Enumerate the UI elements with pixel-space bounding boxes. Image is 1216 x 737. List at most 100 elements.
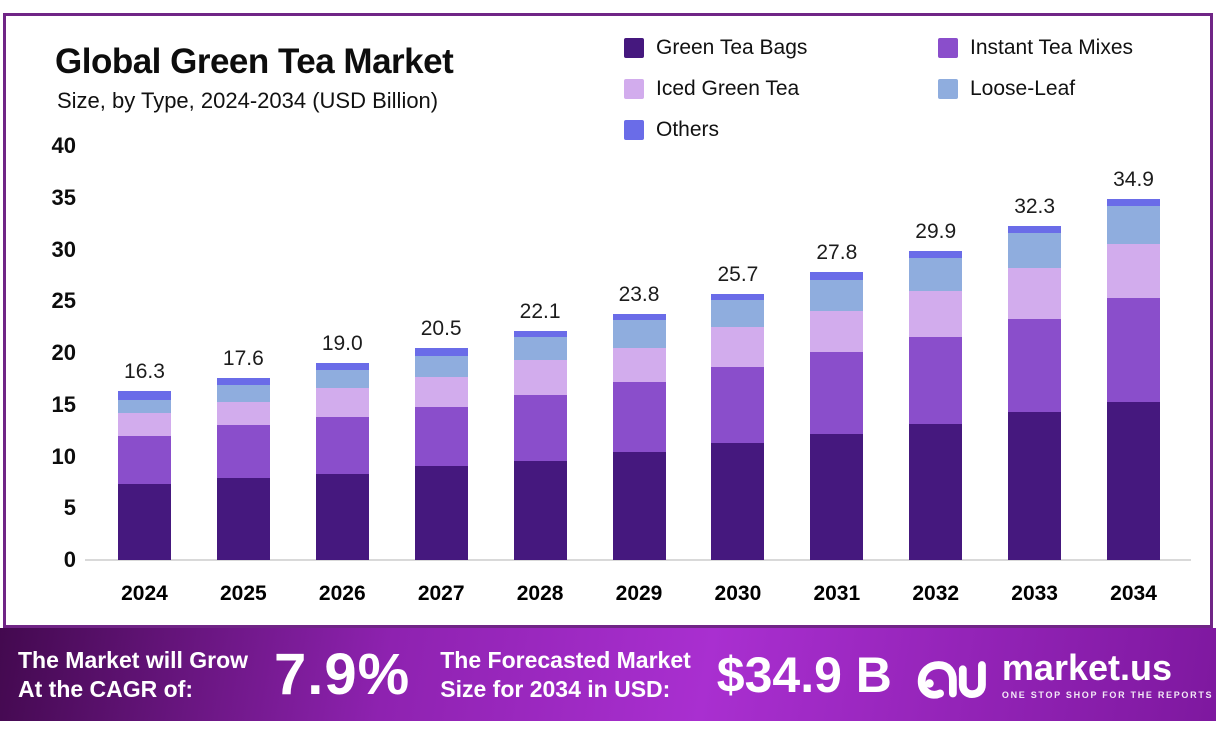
bar-2028 (513, 331, 567, 560)
bar-segment-2027-others (414, 347, 468, 357)
legend-swatch-instant-tea-mixes (938, 37, 958, 58)
cagr-label-line1: The Market will Grow (18, 647, 249, 674)
bar-total-label-2030: 25.7 (717, 263, 759, 286)
legend-item-loose-leaf: Loose-Leaf (938, 68, 1133, 109)
x-axis-baseline (85, 559, 1191, 561)
bar-segment-2033-others (1008, 225, 1062, 233)
bar-2034 (1107, 198, 1161, 560)
brand-name: market.us (1001, 646, 1172, 688)
bar-segment-2034-others (1107, 198, 1161, 207)
bar-2024 (117, 391, 171, 560)
x-axis-label-2026: 2026 (318, 582, 366, 605)
forecast-label-line1: The Forecasted Market (440, 647, 691, 674)
bar-segment-2029-green-tea-bags (612, 452, 666, 560)
bar-total-label-2025: 17.6 (222, 346, 264, 370)
x-axis-label-2033: 2033 (1011, 582, 1058, 605)
forecast-label: The Forecasted Market Size for 2034 in U… (440, 646, 691, 702)
bar-segment-2032-instant-tea-mixes (909, 337, 963, 425)
y-axis-tick-25: 25 (51, 288, 76, 314)
bar-segment-2032-loose-leaf (909, 257, 963, 291)
x-axis-label-2032: 2032 (912, 582, 960, 605)
bar-total-label-2029: 23.8 (618, 282, 660, 306)
bar-segment-2028-loose-leaf (513, 337, 567, 361)
bar-segment-2031-iced-green-tea (810, 310, 864, 352)
x-axis-label-2027: 2027 (417, 582, 465, 605)
bar-segment-2031-green-tea-bags (810, 433, 864, 560)
legend-label: Others (656, 117, 720, 141)
bar-total-label-2028: 22.1 (519, 300, 561, 324)
cagr-value: 7.9% (274, 642, 411, 707)
bar-total-label-2031: 27.8 (816, 241, 858, 265)
bar-2032 (909, 250, 963, 560)
legend-swatch-iced-green-tea (624, 78, 644, 99)
legend-label: Instant Tea Mixes (970, 35, 1134, 59)
y-axis-tick-10: 10 (51, 443, 76, 469)
x-axis-label-2029: 2029 (615, 582, 663, 605)
x-axis-label-2024: 2024 (121, 582, 168, 605)
bar-segment-2031-loose-leaf (810, 279, 864, 311)
bar-total-label-2034: 34.9 (1113, 167, 1154, 191)
y-axis-tick-30: 30 (51, 236, 76, 262)
legend-label: Iced Green Tea (656, 76, 800, 100)
bar-segment-2031-instant-tea-mixes (810, 351, 864, 434)
bar-2027 (414, 347, 468, 560)
x-axis-label-2025: 2025 (220, 582, 267, 605)
bar-segment-2025-instant-tea-mixes (216, 425, 270, 479)
bar-segment-2027-iced-green-tea (414, 376, 468, 407)
bar-segment-2030-loose-leaf (711, 300, 765, 328)
bar-segment-2030-iced-green-tea (711, 327, 765, 368)
bar-2030 (711, 294, 765, 560)
bar-segment-2031-others (810, 272, 864, 280)
legend-item-iced-green-tea: Iced Green Tea (624, 68, 938, 109)
y-axis-tick-0: 0 (63, 547, 76, 572)
bar-segment-2033-green-tea-bags (1008, 411, 1062, 560)
bar-segment-2033-iced-green-tea (1008, 268, 1062, 319)
bar-segment-2025-others (216, 377, 270, 386)
bar-2033 (1008, 225, 1062, 560)
market-us-logo: market.us ONE STOP SHOP FOR THE REPORTS (916, 644, 1213, 706)
legend-swatch-loose-leaf (938, 78, 958, 99)
legend-item-others: Others (624, 109, 938, 150)
bar-segment-2024-instant-tea-mixes (117, 435, 171, 485)
forecast-value: $34.9 B (716, 646, 892, 703)
bar-segment-2032-others (909, 250, 963, 258)
bar-segment-2030-instant-tea-mixes (711, 367, 765, 444)
forecast-label-line2: Size for 2034 in USD: (440, 675, 671, 702)
bar-total-label-2026: 19.0 (321, 332, 363, 356)
bar-segment-2034-instant-tea-mixes (1107, 298, 1161, 402)
bar-total-label-2032: 29.9 (915, 219, 957, 243)
bar-segment-2027-instant-tea-mixes (414, 406, 468, 466)
bar-segment-2024-iced-green-tea (117, 413, 171, 436)
page-subtitle: Size, by Type, 2024-2034 (USD Billion) (57, 88, 439, 113)
legend-item-green-tea-bags: Green Tea Bags (624, 27, 938, 68)
bar-segment-2030-others (711, 294, 765, 301)
legend-label: Green Tea Bags (656, 35, 808, 59)
bar-total-label-2027: 20.5 (420, 316, 462, 340)
page-title: Global Green Tea Market (55, 42, 454, 81)
bar-segment-2026-instant-tea-mixes (315, 417, 369, 475)
bar-segment-2026-iced-green-tea (315, 388, 369, 418)
bar-segment-2028-green-tea-bags (513, 460, 567, 560)
y-axis-tick-40: 40 (51, 133, 76, 158)
bar-segment-2032-iced-green-tea (909, 290, 963, 338)
bar-segment-2030-green-tea-bags (711, 443, 765, 560)
bar-segment-2024-green-tea-bags (117, 484, 171, 560)
bar-2029 (612, 313, 666, 560)
bar-segment-2025-iced-green-tea (216, 401, 270, 426)
bar-segment-2024-loose-leaf (117, 399, 171, 413)
bar-segment-2034-loose-leaf (1107, 206, 1161, 245)
bar-2026 (315, 363, 369, 560)
brand-tagline: ONE STOP SHOP FOR THE REPORTS (1001, 689, 1214, 700)
x-axis-label-2034: 2034 (1110, 582, 1157, 605)
bar-segment-2029-iced-green-tea (612, 347, 666, 382)
cagr-label: The Market will Grow At the CAGR of: (18, 646, 248, 702)
bar-segment-2028-instant-tea-mixes (513, 395, 567, 461)
bar-segment-2029-others (612, 313, 666, 320)
legend-item-instant-tea-mixes: Instant Tea Mixes (938, 27, 1133, 68)
bar-segment-2025-loose-leaf (216, 385, 270, 402)
x-axis-label-2031: 2031 (813, 582, 861, 605)
bar-segment-2029-loose-leaf (612, 319, 666, 348)
chart-legend: Green Tea Bags Iced Green Tea Others Instan… (624, 27, 1133, 150)
bar-total-label-2024: 16.3 (124, 360, 165, 384)
